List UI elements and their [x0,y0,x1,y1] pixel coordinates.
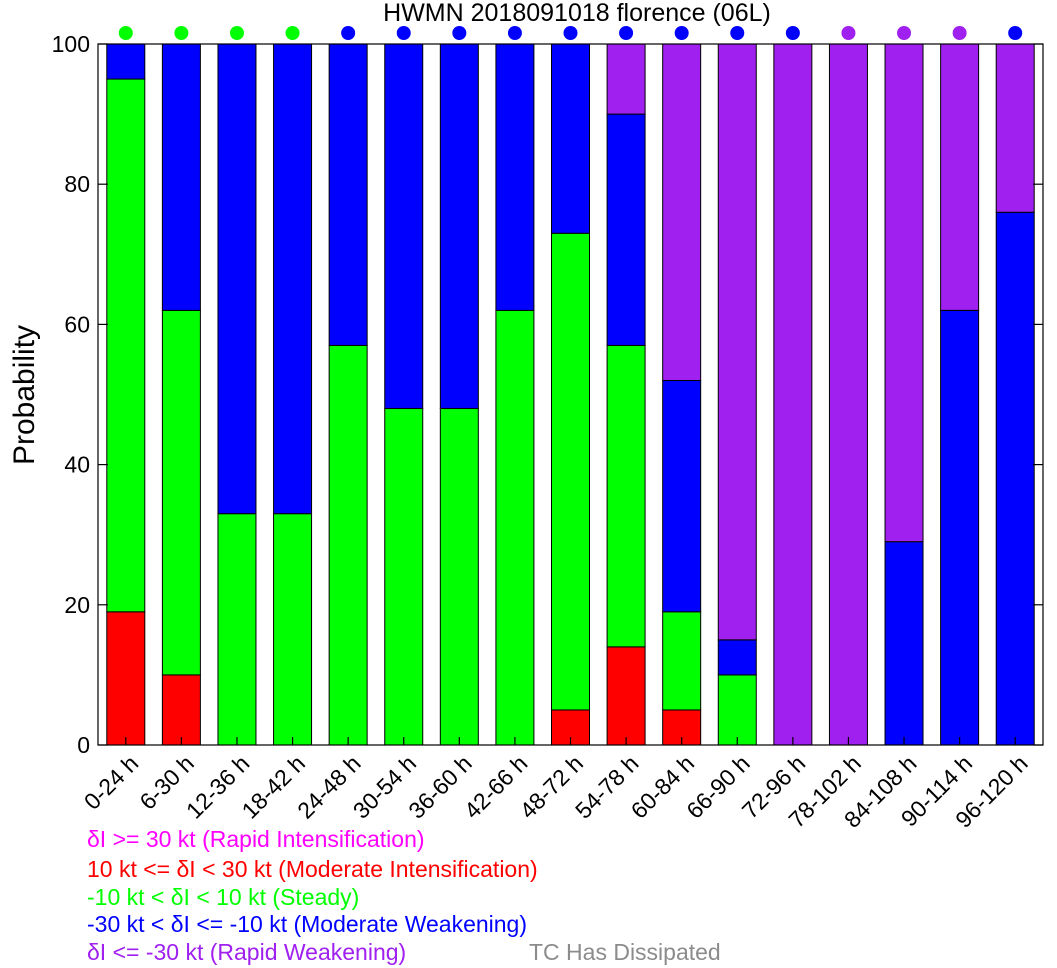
legend-rapid-weakening: δI <= -30 kt (Rapid Weakening) [87,939,407,965]
bar-segment-mw-8 [551,43,590,234]
legend-steady: -10 kt < δI < 10 kt (Steady) [87,884,360,910]
bar-segment-steady-0 [106,78,146,613]
bar-segment-mi-0 [106,611,146,746]
top-marker-5 [396,26,411,40]
bar-segment-mw-0 [106,43,146,80]
bar-segment-steady-5 [384,408,424,746]
chart-title: HWMN 2018091018 florence (06L) [383,0,771,27]
top-marker-7 [507,26,522,40]
bar-segment-mw-10 [662,379,702,613]
y-tick-label-40: 40 [64,452,90,478]
bar-segment-rw-12 [773,43,813,746]
bar-segment-mi-9 [606,646,646,746]
bar-segment-steady-4 [328,344,368,746]
top-marker-13 [841,26,856,40]
top-marker-15 [952,26,967,40]
bar-segment-mw-1 [161,43,201,311]
legend-rapid-intensification: δI >= 30 kt (Rapid Intensification) [87,826,425,852]
bar-segment-rw-11 [717,43,757,641]
bar-segment-mw-15 [940,309,980,746]
top-marker-12 [785,26,800,40]
top-marker-0 [118,26,133,40]
y-tick-label-60: 60 [64,311,90,337]
top-marker-6 [452,26,467,40]
legend-moderate-intensification: 10 kt <= δI < 30 kt (Moderate Intensific… [87,856,538,882]
y-tick-label-100: 100 [52,31,90,57]
bar-segment-steady-2 [217,513,257,746]
y-tick-label-0: 0 [77,732,90,758]
top-marker-2 [229,26,244,40]
x-tick-label-0: 0-24 h [79,750,144,815]
top-marker-14 [897,26,912,40]
top-marker-4 [341,26,356,40]
top-marker-16 [1008,26,1023,40]
bar-segment-mw-7 [495,43,535,311]
bar-segment-rw-16 [995,43,1035,213]
top-marker-3 [285,26,300,40]
top-marker-10 [674,26,689,40]
bar-segment-rw-14 [884,43,924,543]
bar-segment-steady-10 [662,611,702,711]
bar-segment-mw-11 [717,639,757,676]
y-tick-label-20: 20 [64,592,90,618]
bar-segment-mi-1 [161,674,201,746]
bar-segment-mw-5 [384,43,424,410]
bar-segment-mw-2 [217,43,257,515]
bar-segment-rw-10 [662,43,702,381]
y-tick-label-80: 80 [64,171,90,197]
top-marker-1 [174,26,189,40]
bar-segment-steady-3 [273,513,313,746]
bar-segment-steady-11 [717,674,757,746]
y-axis-label: Probability [8,325,41,465]
bar-segment-mw-16 [995,211,1035,746]
bar-segment-steady-6 [439,408,479,746]
bar-segment-steady-9 [606,344,646,648]
bar-segment-steady-1 [161,309,201,676]
legend-moderate-weakening: -30 kt < δI <= -10 kt (Moderate Weakenin… [87,911,528,937]
bar-segment-mw-14 [884,541,924,746]
top-marker-11 [730,26,745,40]
bar-segment-rw-13 [828,43,868,746]
bar-segment-rw-15 [940,43,980,311]
bar-segment-mw-6 [439,43,479,410]
bar-segment-rw-9 [606,43,646,115]
bar-segment-mw-3 [273,43,313,515]
bar-segment-steady-8 [551,232,590,711]
bar-segment-mw-4 [328,43,368,346]
bar-segment-mw-9 [606,113,646,346]
legend-tc-dissipated: TC Has Dissipated [529,939,721,965]
bar-segment-steady-7 [495,309,535,746]
top-marker-8 [563,26,578,40]
top-marker-9 [619,26,634,40]
